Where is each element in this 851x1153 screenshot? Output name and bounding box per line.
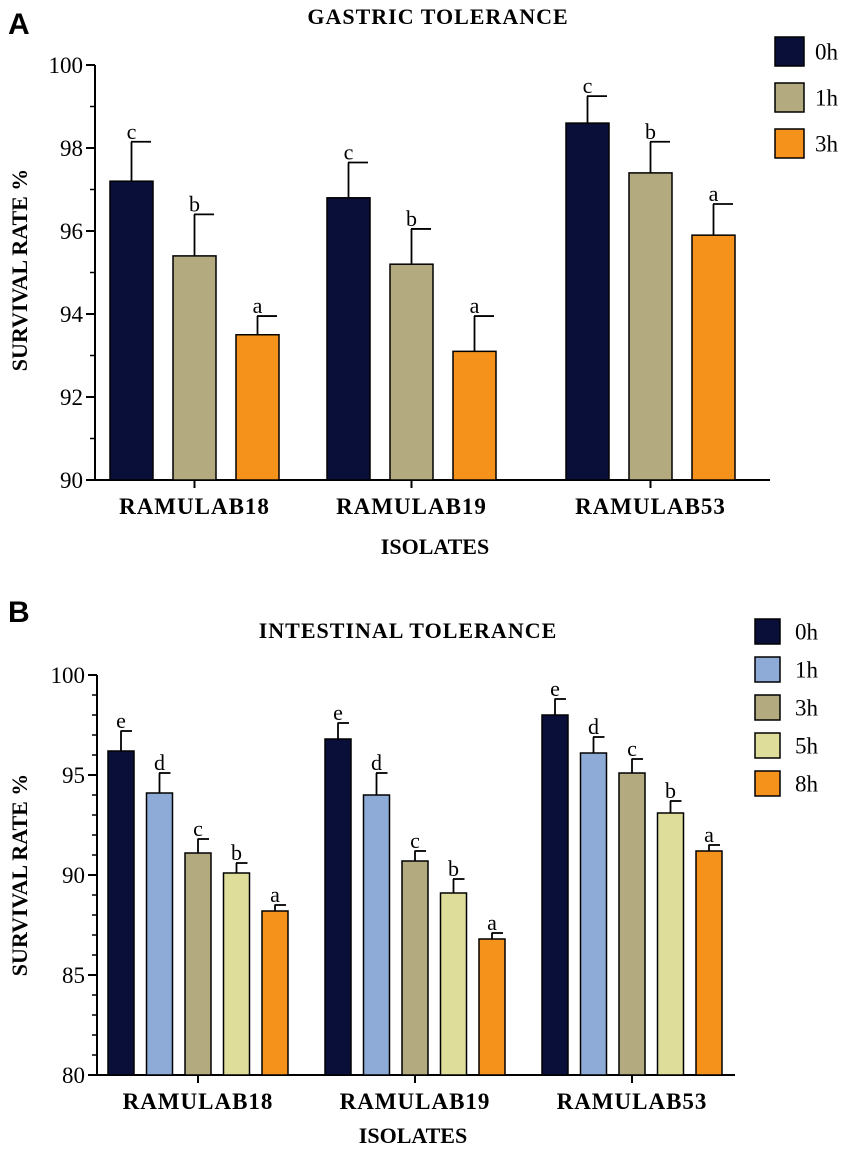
- panel-a-y-tick-label: 98: [60, 136, 83, 161]
- panel-b-significance-letter: a: [270, 882, 280, 907]
- panel-b-legend-label: 0h: [795, 620, 819, 645]
- panel-b-letter: B: [8, 596, 30, 629]
- panel-b-y-tick-label: 95: [62, 763, 85, 788]
- panel-b-y-tick-label: 100: [51, 663, 86, 688]
- panel-b-legend-label: 1h: [795, 658, 819, 683]
- panel-b-title: INTESTINAL TOLERANCE: [259, 618, 558, 643]
- panel-a-significance-letter: b: [645, 119, 656, 144]
- panel-b-bar: [618, 772, 646, 1076]
- panel-b-y-tick-label: 85: [62, 963, 85, 988]
- panel-a-bar: [628, 172, 673, 481]
- panel-a-bar: [109, 180, 154, 481]
- panel-b-bar: [579, 752, 608, 1076]
- panel-b-category-label: RAMULAB53: [557, 1089, 708, 1114]
- panel-a-letter: A: [8, 8, 30, 41]
- panel-b-bar: [478, 938, 506, 1076]
- panel-b-significance-letter: b: [665, 778, 676, 803]
- panel-b-legend-swatch: [754, 694, 781, 721]
- panel-a-y-tick-label: 92: [60, 385, 83, 410]
- panel-a-title: GASTRIC TOLERANCE: [307, 4, 568, 29]
- panel-b-bar: [439, 892, 468, 1076]
- panel-a-category-label: RAMULAB18: [119, 494, 270, 519]
- panel-a-significance-letter: c: [127, 119, 137, 144]
- panel-a-category-label: RAMULAB19: [336, 494, 487, 519]
- panel-b-bar: [362, 794, 391, 1076]
- panel-b-legend-swatch: [754, 618, 781, 645]
- panel-a-significance-letter: a: [470, 293, 480, 318]
- panel-a-significance-letter: b: [406, 206, 417, 231]
- panel-a-legend-label: 1h: [815, 86, 839, 111]
- panel-b-significance-letter: c: [627, 736, 637, 761]
- panel-a-bar: [452, 350, 497, 481]
- panel-b-significance-letter: d: [588, 714, 599, 739]
- panel-b-legend-label: 5h: [795, 734, 819, 759]
- panel-a-legend-swatch: [774, 82, 805, 113]
- panel-b-significance-letter: c: [193, 816, 203, 841]
- panel-b-significance-letter: d: [371, 750, 382, 775]
- panel-b-significance-letter: d: [154, 750, 165, 775]
- panel-b-bar: [107, 750, 135, 1076]
- panel-b-legend-swatch: [754, 770, 781, 797]
- panel-b-significance-letter: c: [410, 828, 420, 853]
- panel-b-significance-letter: b: [448, 856, 459, 881]
- panel-a-plot: 90 92 94 96 98 100 RAMULAB18 RAMULAB19 RAMULAB53…: [49, 36, 839, 519]
- panel-b-significance-letter: b: [231, 840, 242, 865]
- panel-b-bar: [695, 850, 723, 1076]
- panel-b-bar: [145, 792, 174, 1076]
- panel-a-x-axis-label: ISOLATES: [381, 534, 489, 559]
- panel-a-legend-swatch: [774, 36, 805, 67]
- panel-b-bar: [541, 714, 569, 1076]
- panel-b-bar: [261, 910, 289, 1076]
- panel-a-bar: [172, 255, 217, 481]
- panel-a-legend-label: 0h: [815, 40, 839, 65]
- panel-a-significance-letter: a: [253, 293, 263, 318]
- panel-a-significance-letter: b: [189, 191, 200, 216]
- panel-a-y-axis-label: SURVIVAL RATE %: [7, 169, 32, 372]
- panel-b-bar: [656, 812, 685, 1076]
- panel-b-y-tick-label: 90: [62, 863, 85, 888]
- panel-b-significance-letter: e: [550, 676, 560, 701]
- panel-a-y-tick-label: 100: [49, 53, 84, 78]
- panel-b-bar: [222, 872, 251, 1076]
- panel-a-y-tick-label: 90: [60, 468, 83, 493]
- panel-b-y-tick-label: 80: [62, 1063, 85, 1088]
- panel-a-legend-label: 3h: [815, 132, 839, 157]
- panel-b-category-label: RAMULAB18: [123, 1089, 274, 1114]
- panel-b-significance-letter: a: [704, 822, 714, 847]
- panel-b-legend-swatch: [754, 732, 781, 759]
- panel-b-bar: [401, 860, 429, 1076]
- panel-a-y-tick-label: 94: [60, 302, 84, 327]
- panel-a-bar: [326, 197, 371, 481]
- panel-a-bar: [235, 334, 280, 481]
- panel-a-bar: [691, 234, 736, 481]
- panel-a-y-tick-label: 96: [60, 219, 83, 244]
- panel-b-legend-label: 8h: [795, 772, 819, 797]
- panel-a-category-label: RAMULAB53: [575, 494, 726, 519]
- panel-b-bar: [184, 852, 212, 1076]
- panel-b-legend-swatch: [754, 656, 781, 683]
- panel-a-significance-letter: a: [709, 181, 719, 206]
- panel-b-x-axis-label: ISOLATES: [359, 1123, 467, 1148]
- panel-b-significance-letter: a: [487, 910, 497, 935]
- panel-b-bar: [324, 738, 352, 1076]
- panel-a-legend-swatch: [774, 128, 805, 159]
- panel-a-significance-letter: c: [344, 140, 354, 165]
- panel-b-category-label: RAMULAB19: [340, 1089, 491, 1114]
- panel-b-plot: 80 85 90 95 100 RAMULAB18 RAMULAB19 RAMULAB53 e e…: [51, 618, 819, 1114]
- panel-b-legend-label: 3h: [795, 696, 819, 721]
- panel-a-bar: [389, 263, 434, 481]
- panel-a-significance-letter: c: [583, 73, 593, 98]
- panel-b-significance-letter: e: [333, 700, 343, 725]
- panel-b-significance-letter: e: [116, 708, 126, 733]
- panel-a-bar: [565, 122, 610, 481]
- panel-b-y-axis-label: SURVIVAL RATE %: [7, 774, 32, 977]
